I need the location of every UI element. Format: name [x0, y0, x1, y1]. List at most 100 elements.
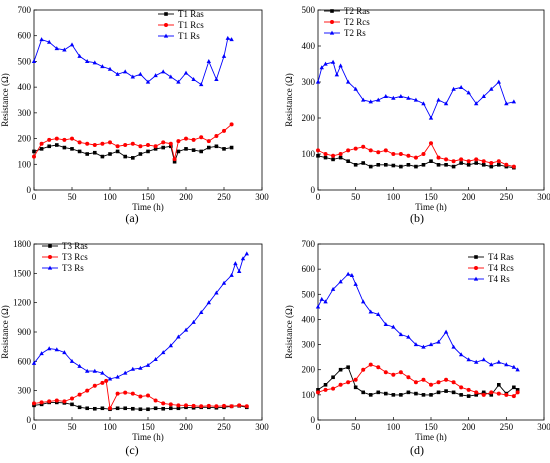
- data-point: [451, 86, 456, 91]
- data-point: [32, 154, 36, 159]
- data-point: [161, 401, 166, 406]
- data-point: [406, 375, 411, 380]
- data-point: [338, 382, 343, 387]
- data-point: [92, 383, 97, 388]
- data-point: [459, 385, 464, 390]
- data-point: [504, 162, 509, 167]
- data-point: [353, 86, 358, 91]
- data-point: [368, 164, 373, 169]
- y-tick-label: 1200: [13, 298, 32, 308]
- data-point: [436, 390, 441, 395]
- data-point: [77, 363, 82, 368]
- chart-panel-4: 0 50 100 150 200 250 300 0 100 200 300 400 500 600 700…: [284, 239, 550, 457]
- data-point: [429, 393, 433, 397]
- data-point: [62, 137, 67, 142]
- data-point: [104, 378, 109, 383]
- data-point: [361, 299, 366, 304]
- data-point: [421, 344, 426, 349]
- data-point: [184, 136, 188, 141]
- data-point: [100, 154, 105, 159]
- data-point: [47, 399, 52, 404]
- data-point: [481, 390, 486, 395]
- data-point: [391, 163, 396, 168]
- data-point: [323, 387, 328, 392]
- data-point: [323, 383, 328, 387]
- data-point: [55, 143, 59, 147]
- data-point: [391, 372, 396, 377]
- data-point: [138, 152, 143, 156]
- series-t4-rs: [315, 271, 520, 372]
- x-tick-label: 100: [103, 192, 117, 202]
- data-point: [153, 73, 158, 78]
- legend-label: T1 Rs: [178, 31, 200, 41]
- data-point: [168, 74, 173, 79]
- data-point: [221, 280, 227, 285]
- data-point: [459, 157, 464, 162]
- data-point: [383, 322, 388, 327]
- legend-marker: [473, 276, 479, 281]
- data-point: [466, 394, 471, 398]
- data-point: [436, 380, 441, 385]
- legend-label: T2 Rcs: [344, 17, 370, 27]
- data-point: [131, 406, 135, 411]
- series-t1-ras: [32, 143, 234, 164]
- data-point: [383, 370, 388, 375]
- x-tick-label: 50: [68, 192, 78, 202]
- data-point: [153, 147, 158, 151]
- data-point: [214, 77, 219, 82]
- x-tick-label: 200: [462, 192, 476, 202]
- data-point: [31, 59, 37, 64]
- data-point: [206, 139, 211, 144]
- chart-panel-1: 0 50 100 150 200 250 300 0 100 200 300 400 500 600 700…: [0, 5, 269, 225]
- data-point: [376, 150, 381, 155]
- data-point: [515, 367, 520, 372]
- x-tick-label: 150: [424, 192, 438, 202]
- data-point: [222, 403, 226, 408]
- data-point: [161, 145, 165, 150]
- x-tick-label: 0: [316, 192, 321, 202]
- data-point: [315, 304, 321, 309]
- data-point: [413, 97, 419, 102]
- data-point: [368, 362, 373, 367]
- data-point: [515, 388, 520, 392]
- data-point: [331, 375, 335, 380]
- data-point: [489, 390, 494, 395]
- data-point: [70, 147, 74, 151]
- x-tick-label: 100: [387, 422, 401, 432]
- data-point: [138, 144, 143, 149]
- y-axis-label: Resistance (Ω): [284, 73, 294, 126]
- data-point: [47, 137, 52, 142]
- data-point: [436, 339, 441, 344]
- data-point: [398, 370, 403, 375]
- data-point: [474, 161, 478, 165]
- data-point: [444, 163, 448, 167]
- data-point: [176, 139, 181, 144]
- data-point: [169, 144, 173, 149]
- data-point: [481, 357, 486, 362]
- y-tick-label: 600: [302, 264, 316, 274]
- data-point: [444, 157, 449, 162]
- data-point: [39, 400, 44, 405]
- legend-label: T4 Rs: [488, 274, 510, 284]
- series-line: [317, 273, 518, 371]
- data-point: [489, 86, 494, 91]
- y-axis-label: Resistance (Ω): [284, 305, 294, 358]
- data-point: [481, 392, 486, 397]
- data-point: [184, 403, 188, 408]
- data-point: [323, 155, 328, 160]
- series-line: [33, 124, 232, 160]
- data-point: [429, 159, 433, 163]
- data-point: [474, 390, 479, 395]
- data-point: [172, 157, 177, 162]
- x-tick-label: 50: [68, 422, 78, 432]
- data-point: [429, 382, 433, 387]
- data-point: [176, 79, 181, 84]
- y-tick-label: 100: [18, 159, 32, 169]
- data-point: [421, 377, 426, 382]
- data-point: [346, 159, 350, 163]
- data-point: [338, 155, 343, 160]
- y-tick-label: 200: [302, 365, 316, 375]
- data-point: [237, 403, 242, 408]
